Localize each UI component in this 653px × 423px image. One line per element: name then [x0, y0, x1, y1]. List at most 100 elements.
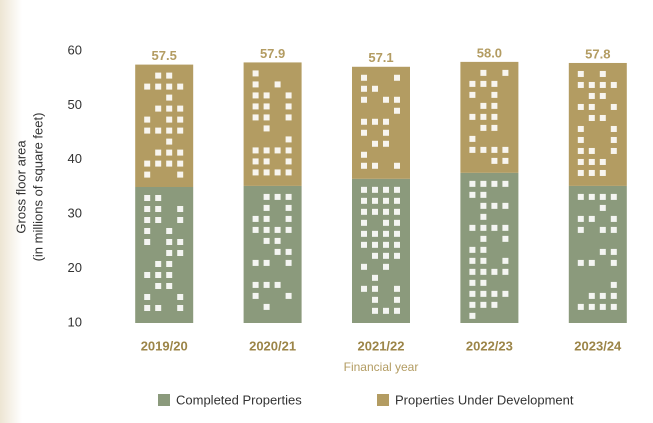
window	[155, 206, 162, 212]
window	[394, 307, 400, 314]
window	[361, 151, 367, 158]
window	[155, 105, 162, 112]
window	[469, 301, 476, 308]
window	[469, 290, 476, 297]
bar-segment	[243, 62, 302, 186]
window	[394, 241, 400, 248]
window	[610, 226, 617, 233]
window	[166, 283, 173, 289]
window	[155, 272, 162, 278]
window	[469, 224, 476, 231]
window	[252, 103, 259, 110]
window	[166, 72, 173, 79]
window	[177, 105, 184, 112]
window	[177, 217, 184, 223]
window	[263, 193, 270, 200]
window	[480, 180, 487, 187]
x-tick-label: 2019/20	[141, 338, 188, 353]
y-tick-label: 10	[68, 314, 82, 329]
window	[285, 248, 292, 255]
window	[610, 147, 617, 154]
x-tick-label: 2020/21	[249, 338, 296, 353]
window	[480, 257, 487, 264]
window	[166, 149, 173, 156]
window	[394, 96, 400, 103]
window	[361, 241, 367, 248]
window	[383, 208, 389, 215]
window	[144, 83, 151, 90]
window	[577, 147, 584, 154]
window	[491, 180, 498, 187]
window	[155, 127, 162, 134]
y-label-line: (in millions of square feet)	[30, 113, 45, 262]
window	[599, 114, 606, 121]
window	[383, 263, 389, 270]
window	[610, 303, 617, 310]
window	[383, 186, 389, 193]
window	[372, 140, 378, 147]
window	[285, 147, 292, 154]
window	[383, 219, 389, 226]
window	[274, 248, 281, 255]
window	[372, 208, 378, 215]
window	[361, 186, 367, 193]
window	[588, 147, 595, 154]
window	[144, 171, 151, 178]
window	[361, 263, 367, 270]
window	[383, 129, 389, 136]
window	[491, 91, 498, 98]
window	[491, 113, 498, 120]
window	[480, 213, 487, 220]
window	[599, 193, 606, 200]
y-axis-title: Gross floor area (in millions of square …	[13, 113, 45, 262]
window	[394, 74, 400, 81]
window	[394, 197, 400, 204]
window	[480, 246, 487, 253]
window	[144, 160, 151, 167]
window	[361, 285, 367, 292]
window	[285, 259, 292, 266]
window	[263, 158, 270, 165]
window	[588, 158, 595, 165]
window	[285, 114, 292, 121]
window	[274, 281, 281, 288]
x-axis-title: Financial year	[344, 360, 419, 374]
window	[469, 113, 476, 120]
window	[491, 157, 498, 164]
window	[599, 81, 606, 88]
window	[166, 138, 173, 145]
window	[144, 195, 151, 201]
window	[480, 202, 487, 209]
window	[502, 257, 509, 264]
window	[285, 169, 292, 176]
window	[469, 91, 476, 98]
window	[577, 81, 584, 88]
window	[263, 147, 270, 154]
window	[394, 186, 400, 193]
window	[177, 250, 184, 256]
window	[263, 204, 270, 211]
window	[491, 202, 498, 209]
window	[599, 70, 606, 77]
window	[599, 303, 606, 310]
window	[469, 257, 476, 264]
window	[166, 127, 173, 134]
window	[177, 160, 184, 167]
window	[274, 147, 281, 154]
window	[361, 118, 367, 125]
window	[610, 248, 617, 255]
bar-segment	[135, 187, 194, 323]
window	[166, 116, 173, 123]
window	[274, 193, 281, 200]
window	[577, 215, 584, 222]
window	[263, 125, 270, 132]
window	[610, 292, 617, 299]
window	[177, 171, 184, 178]
window	[491, 290, 498, 297]
window	[361, 219, 367, 226]
window	[469, 268, 476, 275]
legend-swatch	[377, 394, 389, 406]
window	[285, 136, 292, 143]
window	[502, 268, 509, 275]
bar-segment	[243, 185, 302, 323]
